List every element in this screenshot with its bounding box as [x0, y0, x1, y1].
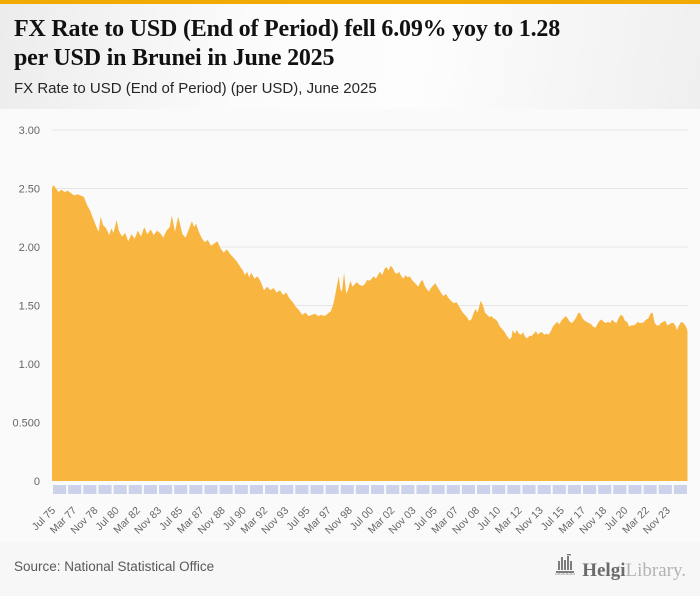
helgi-library-logo: HelgiLibrary.: [554, 553, 686, 580]
source-note: Source: National Statistical Office: [14, 559, 215, 575]
page-title-line2: per USD in Brunei in June 2025: [14, 45, 335, 72]
y-tick-label: 0: [34, 476, 40, 488]
chart-footer: Source: National Statistical Office Helg…: [0, 542, 700, 596]
accent-top-bar: [0, 0, 700, 4]
y-tick-label: 1.00: [19, 359, 40, 371]
logo-text: HelgiLibrary.: [582, 561, 686, 580]
area-series-path: [52, 185, 688, 482]
chart-area: 3.00 2.50 2.00 1.50 1.00 0.500 0 Jul 75 Mar 77 N…: [0, 109, 700, 543]
page-title-line1: FX Rate to USD (End of Period) fell 6.09…: [14, 16, 561, 42]
helgi-building-bars-icon: [554, 553, 577, 580]
logo-text-secondary: Library.: [625, 559, 687, 581]
chart-header: FX Rate to USD (End of Period) fell 6.09…: [0, 4, 700, 110]
logo-text-primary: Helgi: [582, 559, 626, 581]
page-title: FX Rate to USD (End of Period) fell 6.09…: [14, 15, 684, 73]
y-tick-label: 2.50: [19, 184, 40, 196]
area-series: [52, 185, 688, 482]
x-axis-band: [53, 485, 687, 495]
chart-subtitle: FX Rate to USD (End of Period) (per USD)…: [14, 80, 377, 98]
y-tick-label: 0.500: [12, 418, 40, 430]
y-tick-label: 2.00: [19, 242, 40, 254]
y-tick-label: 1.50: [19, 301, 40, 313]
y-tick-label: 3.00: [19, 125, 40, 137]
y-axis-labels: 3.00 2.50 2.00 1.50 1.00 0.500 0: [12, 125, 40, 488]
